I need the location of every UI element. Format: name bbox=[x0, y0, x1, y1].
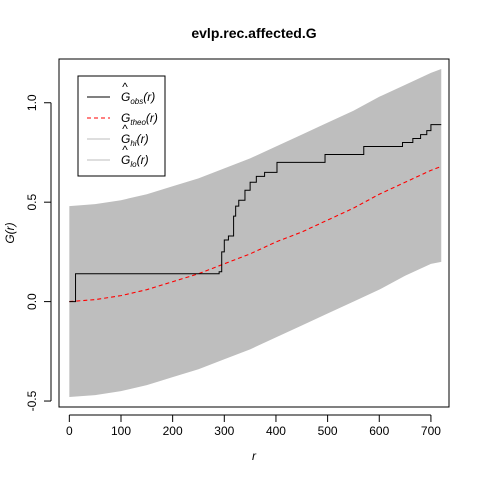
x-tick-label: 400 bbox=[266, 424, 286, 438]
legend-hat: ^ bbox=[122, 80, 128, 94]
x-tick-label: 700 bbox=[421, 424, 441, 438]
x-tick-label: 100 bbox=[111, 424, 131, 438]
envelope-area bbox=[69, 68, 442, 398]
x-axis-label: r bbox=[252, 449, 257, 463]
y-tick-label: 0.0 bbox=[25, 293, 39, 310]
chart-title: evlp.rec.affected.G bbox=[191, 25, 316, 41]
x-tick-label: 200 bbox=[163, 424, 183, 438]
legend-label: Glo(r) bbox=[121, 153, 149, 169]
legend: Gobs(r)^Gtheo(r)Ghi(r)^Glo(r)^ bbox=[77, 75, 166, 177]
y-tick-label: 1.0 bbox=[25, 94, 39, 111]
legend-label: Ghi(r) bbox=[121, 132, 149, 148]
envelope-band bbox=[69, 68, 442, 398]
legend-label: Gobs(r) bbox=[121, 90, 155, 106]
y-axis-label: G(r) bbox=[3, 222, 17, 243]
y-tick-label: -0.5 bbox=[25, 390, 39, 411]
x-tick-label: 0 bbox=[66, 424, 73, 438]
y-axis: -0.5 0.0 0.5 1.0 bbox=[25, 94, 52, 411]
x-tick-label: 600 bbox=[369, 424, 389, 438]
legend-label: Gtheo(r) bbox=[121, 111, 158, 127]
plot-frame bbox=[58, 58, 450, 408]
legend-hat: ^ bbox=[122, 122, 128, 136]
series-theo-line bbox=[69, 165, 442, 303]
legend-hat: ^ bbox=[122, 143, 128, 157]
x-tick-label: 500 bbox=[318, 424, 338, 438]
x-axis: 0 100 200 300 400 500 600 700 bbox=[66, 414, 441, 438]
x-tick-label: 300 bbox=[214, 424, 234, 438]
series-layer bbox=[69, 124, 442, 303]
legend-box bbox=[77, 75, 166, 177]
y-tick-label: 0.5 bbox=[25, 194, 39, 211]
series-obs-line bbox=[69, 124, 442, 303]
